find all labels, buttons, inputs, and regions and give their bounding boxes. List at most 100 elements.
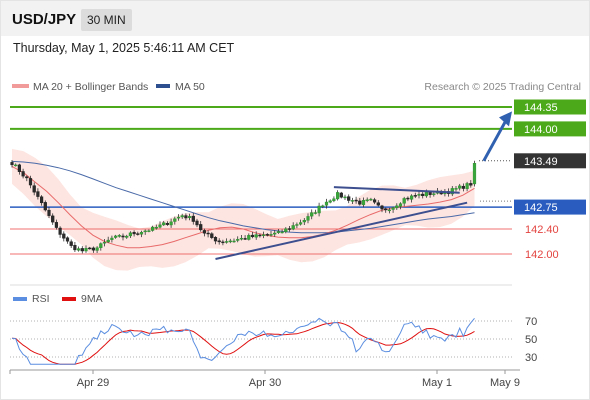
candle: [36, 188, 40, 200]
candle: [10, 160, 14, 168]
level-current-2-label: 143.49: [524, 156, 558, 168]
candle: [328, 199, 332, 204]
candle-body-up: [169, 221, 173, 226]
x-axis-label: Apr 29: [77, 377, 109, 389]
candle: [158, 221, 162, 229]
candle-body-down: [195, 220, 199, 226]
candle-body-down: [287, 228, 292, 230]
candle: [239, 235, 243, 241]
candle-body-up: [369, 198, 373, 201]
rsi-line: [11, 317, 475, 365]
target-arrow-shaft: [482, 119, 508, 162]
candle: [317, 202, 321, 217]
candle: [54, 219, 58, 230]
candle-body-up: [14, 164, 18, 167]
candle: [384, 207, 388, 213]
level-resistance-1-tag: [514, 121, 586, 137]
candle-body-up: [343, 196, 347, 199]
candle: [321, 204, 325, 209]
candle: [280, 229, 284, 234]
candle: [454, 186, 458, 192]
candle-body-up: [328, 200, 332, 203]
candle-body-down: [184, 215, 188, 219]
candle: [413, 192, 417, 199]
candle: [391, 206, 395, 213]
candle-body-down: [213, 237, 218, 242]
candle-body-down: [469, 183, 473, 186]
candle: [469, 180, 473, 188]
candle-body-down: [461, 185, 465, 189]
candle-body-up: [154, 226, 158, 229]
candle-body-up: [95, 247, 99, 251]
candle-body-down: [380, 205, 384, 210]
candle-body-up: [310, 212, 314, 217]
candle-body-down: [25, 176, 29, 179]
candle-body-up: [236, 239, 240, 241]
candle-body-up: [232, 240, 236, 243]
candle-body-up: [158, 224, 162, 228]
candle-body-down: [136, 233, 140, 235]
candle-body-down: [358, 200, 362, 205]
candle-body-up: [391, 207, 395, 210]
candle-body-down: [165, 223, 169, 225]
candle-body-up: [76, 248, 81, 251]
candle: [247, 233, 251, 241]
candle-body-up: [417, 194, 421, 196]
candle-body-up: [99, 243, 103, 248]
candle: [402, 196, 406, 207]
candle-body-down: [121, 235, 125, 238]
candle: [69, 239, 73, 248]
timeframe-button[interactable]: 30 MIN: [81, 9, 132, 31]
candle: [143, 229, 147, 235]
candle: [132, 230, 136, 237]
candle-body-down: [347, 196, 351, 201]
triangle-support-line: [215, 201, 468, 260]
candle-body-down: [413, 195, 417, 197]
candle: [339, 191, 343, 199]
level-resistance-1-label: 144.00: [524, 124, 558, 136]
candle-body-up: [269, 234, 273, 236]
candle-body-down: [36, 191, 40, 197]
rsi-tick-label: 50: [525, 334, 537, 346]
candle: [287, 226, 292, 232]
candle: [450, 186, 454, 197]
candle-body-up: [350, 200, 354, 202]
candle: [88, 246, 92, 250]
candle-body-up: [143, 230, 147, 233]
candle-body-up: [284, 228, 288, 233]
candle: [369, 197, 373, 201]
candle: [199, 221, 203, 232]
candle: [110, 235, 114, 243]
key-levels: [10, 106, 512, 255]
candle-body-up: [454, 188, 458, 190]
candle: [458, 183, 462, 191]
rsi-ma-legend-swatch: [62, 297, 76, 301]
candle: [147, 229, 151, 233]
ma20-legend-label: MA 20 + Bollinger Bands: [33, 81, 148, 93]
candle: [273, 230, 277, 237]
candle: [136, 231, 140, 236]
candle-body-up: [295, 224, 299, 226]
candle-body-down: [17, 164, 21, 172]
candle: [121, 233, 125, 241]
candle-body-up: [324, 201, 329, 206]
candle: [358, 197, 362, 206]
candle: [306, 213, 310, 224]
candle-body-up: [176, 216, 181, 219]
candle-body-up: [173, 218, 177, 222]
candle-body-up: [224, 241, 229, 243]
candle-body-up: [410, 195, 414, 200]
candle-body-up: [465, 183, 469, 189]
x-axis-label: May 9: [490, 377, 520, 389]
candle-body-up: [321, 205, 325, 208]
candle-body-up: [247, 235, 251, 240]
candle-body-up: [332, 198, 336, 202]
candle: [365, 197, 369, 203]
candle-body-up: [472, 163, 477, 185]
candle: [76, 246, 81, 252]
candle: [354, 196, 358, 204]
candle-body-up: [365, 199, 369, 201]
candle: [461, 183, 465, 192]
ma50-legend-label: MA 50: [175, 81, 205, 93]
x-axis-labels: Apr 29 Apr 30 May 1 May 9: [9, 370, 520, 389]
